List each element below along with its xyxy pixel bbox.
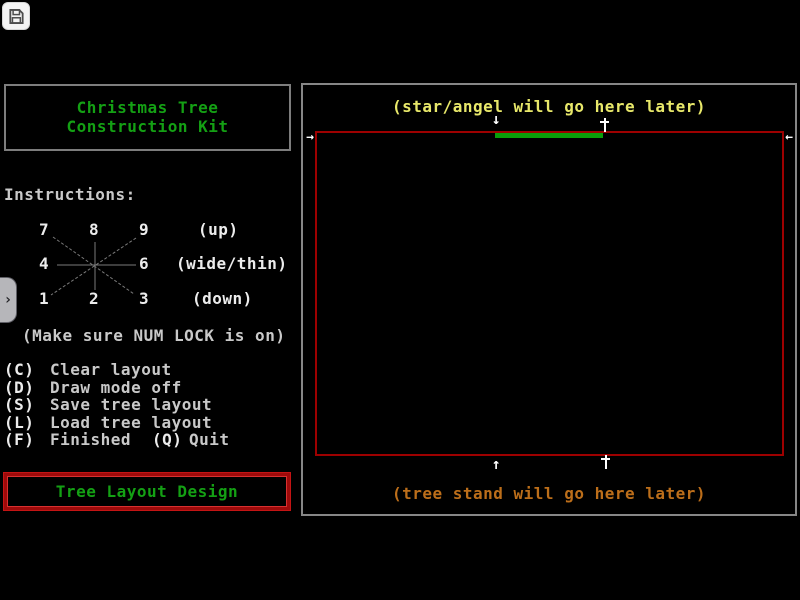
numpad-key-6: 6 xyxy=(139,254,150,273)
numpad-key-9: 9 xyxy=(139,220,150,239)
menu-label: Draw mode off xyxy=(50,378,182,397)
cursor-right-arrow-icon: → xyxy=(306,130,314,145)
numpad-label-up: (up) xyxy=(198,220,239,239)
numpad-key-8: 8 xyxy=(89,220,100,239)
floppy-disk-icon xyxy=(8,8,25,25)
numpad-label-down: (down) xyxy=(192,289,253,308)
app-title-line1: Christmas Tree xyxy=(76,98,219,117)
menu-label-quit: Quit xyxy=(189,430,230,449)
menu-label: Load tree layout xyxy=(50,413,213,432)
menu-item-save-layout: (S) Save tree layout xyxy=(4,397,294,414)
menu-item-finished-quit: (F) Finished (Q) Quit xyxy=(4,432,294,449)
menu-key: (D) xyxy=(4,378,35,397)
menu-item-draw-mode: (D) Draw mode off xyxy=(4,380,294,397)
instructions-heading: Instructions: xyxy=(4,185,136,204)
chevron-right-icon: › xyxy=(3,292,13,308)
tree-top-segment xyxy=(495,133,603,138)
app-title-line2: Construction Kit xyxy=(66,117,229,136)
numpad-key-3: 3 xyxy=(139,289,150,308)
app-title-box: Christmas Tree Construction Kit xyxy=(4,84,291,151)
numpad-key-2: 2 xyxy=(89,289,100,308)
numpad-key-4: 4 xyxy=(39,254,50,273)
numlock-note: (Make sure NUM LOCK is on) xyxy=(22,326,286,345)
mode-banner-label: Tree Layout Design xyxy=(55,481,239,501)
save-button[interactable] xyxy=(2,2,30,30)
menu-key: (C) xyxy=(4,360,35,379)
menu-item-load-layout: (L) Load tree layout xyxy=(4,415,294,432)
tree-drawing-area[interactable] xyxy=(315,131,784,456)
numpad-label-wide-thin: (wide/thin) xyxy=(176,254,288,273)
mode-banner-tree-layout-design: Tree Layout Design xyxy=(4,473,290,510)
numpad-key-7: 7 xyxy=(39,220,50,239)
cursor-crosshair-bottom-icon xyxy=(600,455,611,469)
menu-label: Clear layout xyxy=(50,360,172,379)
cursor-crosshair-top-icon xyxy=(599,118,610,132)
menu-label: Finished xyxy=(50,430,132,449)
menu-item-clear-layout: (C) Clear layout xyxy=(4,362,294,379)
tree-stand-note: (tree stand will go here later) xyxy=(391,484,707,503)
menu-key: (F) xyxy=(4,430,35,449)
cursor-down-arrow-icon: ↓ xyxy=(491,110,501,128)
menu-key-quit: (Q) xyxy=(152,430,183,449)
tree-canvas-panel[interactable]: (star/angel will go here later) ↓ → ← ↑ … xyxy=(301,83,797,516)
menu-label: Save tree layout xyxy=(50,395,213,414)
cursor-left-arrow-icon: ← xyxy=(785,130,793,145)
cursor-up-arrow-icon: ↑ xyxy=(491,455,501,473)
star-angel-note: (star/angel will go here later) xyxy=(391,97,707,116)
numpad-key-1: 1 xyxy=(39,289,50,308)
menu-key: (L) xyxy=(4,413,35,432)
menu-key: (S) xyxy=(4,395,35,414)
drawer-expand-tab[interactable]: › xyxy=(0,277,17,323)
